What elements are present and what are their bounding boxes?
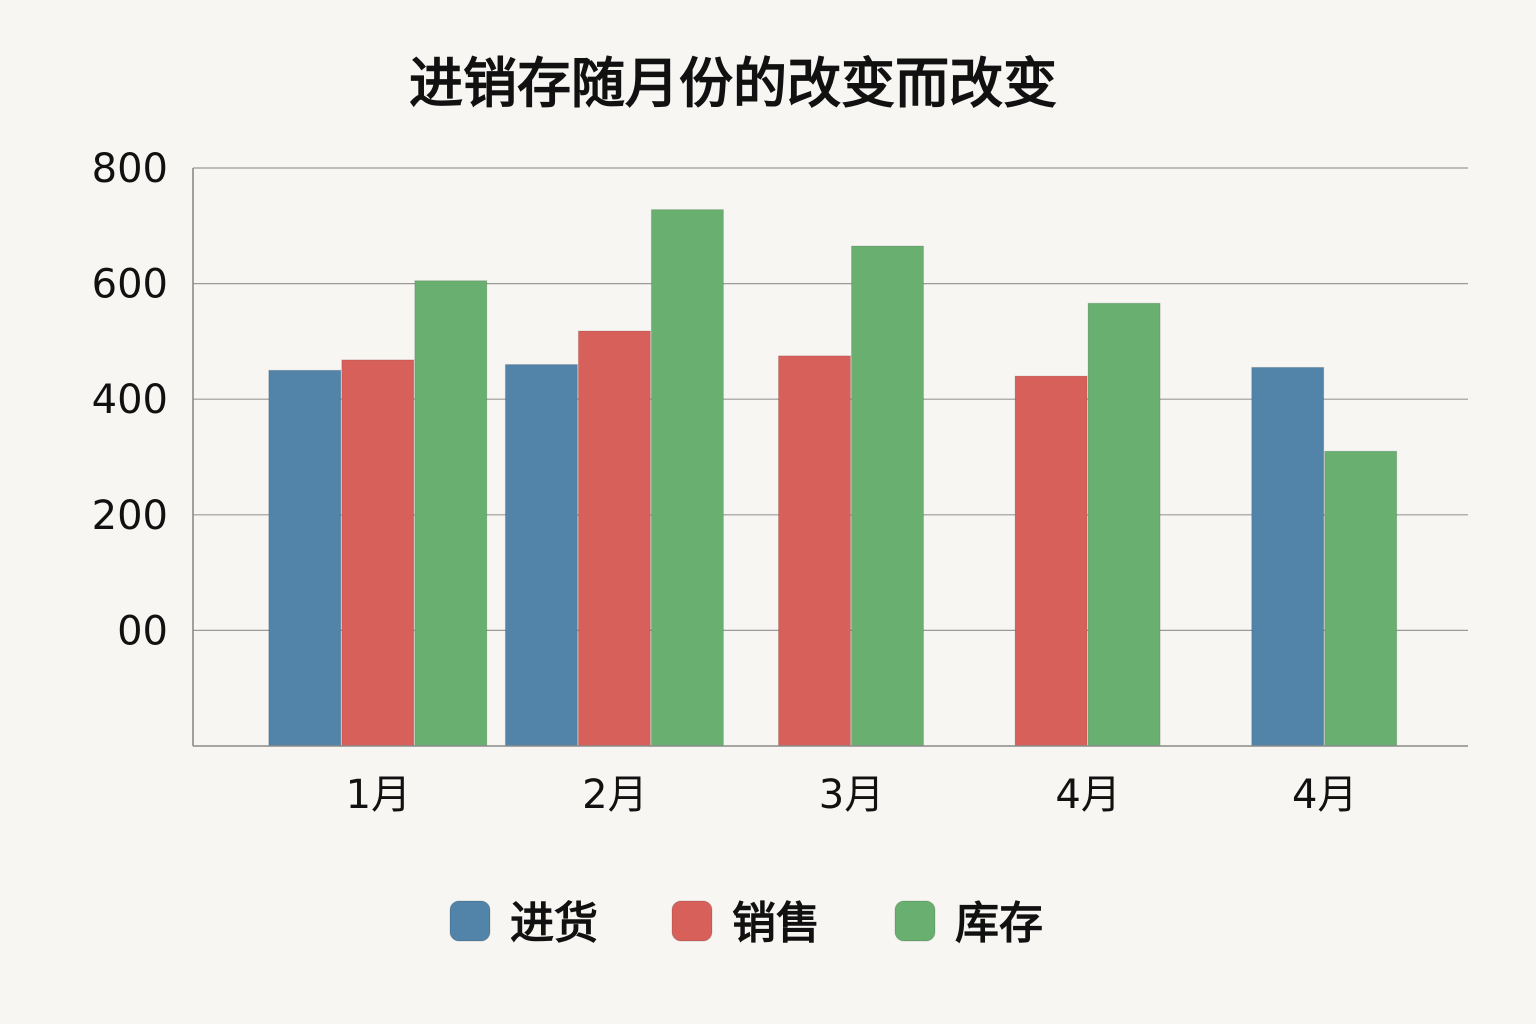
- x-tick-label: 2月: [582, 772, 647, 818]
- legend-swatch: [449, 900, 491, 942]
- y-tick-label: 200: [92, 493, 168, 539]
- bar-库存-1月: [414, 280, 488, 747]
- legend-label: 销售: [732, 898, 820, 949]
- y-tick-label: 400: [92, 377, 168, 423]
- y-tick-label: 00: [117, 608, 168, 654]
- legend-swatch: [671, 900, 713, 942]
- y-tick-label: 800: [92, 146, 168, 192]
- x-axis-ticks: 1月 2月 3月 4月 4月: [346, 772, 1358, 818]
- chart-title: 进销存随月份的改变而改变: [409, 52, 1057, 115]
- bar-库存-2月: [650, 209, 724, 747]
- bar-销售-4月: [1014, 375, 1088, 747]
- x-tick-label: 4月: [1055, 772, 1120, 818]
- bar-销售-3月: [778, 355, 851, 747]
- bar-销售-2月: [577, 330, 651, 747]
- legend-label: 库存: [955, 898, 1043, 949]
- bar-库存-4月: [1324, 450, 1398, 747]
- bar-库存-4月: [1087, 302, 1161, 747]
- bars: [268, 209, 1398, 747]
- y-tick-label: 600: [92, 262, 168, 308]
- bar-进货-4月: [1251, 366, 1325, 747]
- legend-label: 进货: [510, 898, 598, 949]
- bar-库存-3月: [851, 245, 924, 747]
- x-tick-label: 3月: [819, 772, 884, 818]
- legend: 进货 销售 库存: [449, 898, 1043, 949]
- x-tick-label: 4月: [1292, 772, 1357, 818]
- bar-进货-2月: [504, 364, 578, 747]
- bar-进货-1月: [268, 369, 342, 747]
- y-axis-ticks: 00 200 400 600 800: [92, 146, 168, 654]
- legend-swatch: [894, 900, 936, 942]
- bar-销售-1月: [341, 359, 415, 747]
- x-tick-label: 1月: [346, 772, 411, 818]
